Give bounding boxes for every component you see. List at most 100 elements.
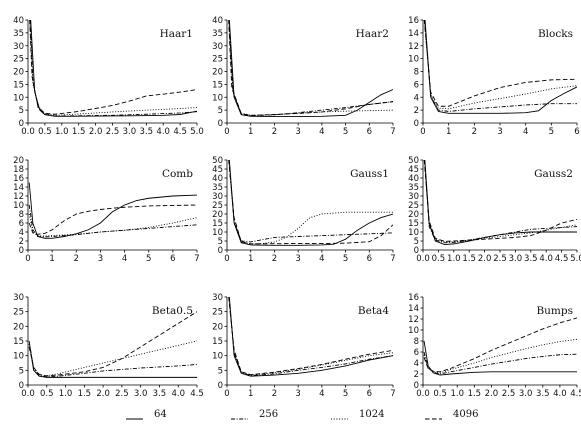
y-tick-label: 2 [19,237,24,247]
y-tick-label: 8 [414,68,419,78]
y-tick-label: 10 [212,93,223,103]
x-tick-label: 3 [497,127,502,137]
series-line-1024 [28,213,197,237]
y-tick-label: 25 [13,55,24,65]
x-tick-label: 0 [25,254,30,264]
series-line-1024 [228,297,393,376]
y-tick-label: 50 [408,156,419,166]
panel-title: Beta0.5 [152,305,193,317]
y-tick-label: 0 [414,119,419,129]
x-tick-label: 1.5 [468,389,482,399]
x-tick-label: 1.5 [462,254,476,264]
panel-beta0-5: 0.0 0.5 1.0 1.5 2.0 2.5 3.0 3.5 4.0 4.5 0 5 10 15 20 25… [13,293,204,399]
series-line-256 [228,297,393,377]
series-line-4096 [228,160,393,245]
series-line-4096 [228,20,393,116]
x-tick-label: 4.5 [570,389,581,399]
y-tick-label: 12 [408,42,419,52]
x-tick-label: 3 [98,254,103,264]
series-line-1024 [423,20,577,110]
x-tick-label: 3 [295,127,300,137]
x-tick-label: 4.0 [553,389,567,399]
y-tick-label: 40 [212,174,223,184]
x-tick-label: 3.5 [524,254,538,264]
x-tick-label: 6 [367,389,372,399]
y-tick-label: 20 [212,210,223,220]
y-tick-label: 30 [212,293,223,303]
panel-title: Beta4 [358,305,389,317]
x-tick-label: 0.0 [416,389,430,399]
series-line-4096 [423,160,577,242]
x-tick-label: 3.0 [509,254,523,264]
y-tick-label: 35 [13,29,24,39]
y-tick-label: 15 [13,80,24,90]
series-line-64 [228,297,393,377]
y-tick-label: 15 [212,337,223,347]
y-tick-label: 10 [408,55,419,65]
x-tick-label: 0.5 [433,389,447,399]
x-tick-label: 0.5 [432,254,446,264]
x-tick-label: 6 [170,254,175,264]
series-line-64 [424,20,577,114]
panel-haar1: 0.0 0.5 1.0 1.5 2.0 2.5 3.0 3.5 4.0 4.5 5.0 0 5 10 15 2… [13,16,204,137]
y-tick-label: 15 [212,219,223,229]
y-tick-label: 16 [13,174,24,184]
y-tick-label: 40 [408,174,419,184]
x-tick-label: 4.5 [555,254,569,264]
y-tick-label: 2 [414,370,419,380]
y-tick-label: 50 [212,156,223,166]
x-tick-label: 1.0 [450,389,464,399]
y-tick-label: 20 [212,322,223,332]
y-tick-label: 0 [218,246,223,256]
series-line-1024 [228,160,393,245]
series-line-1024 [423,338,577,374]
x-tick-label: 2 [272,254,277,264]
x-tick-label: 2.5 [115,389,129,399]
y-tick-label: 25 [212,201,223,211]
y-tick-label: 2 [414,106,419,116]
y-tick-label: 10 [13,93,24,103]
y-tick-label: 10 [212,352,223,362]
y-tick-label: 6 [19,219,24,229]
x-tick-label: 3.5 [153,389,167,399]
legend-label-256: 256 [259,409,278,420]
x-tick-label: 4.0 [171,389,185,399]
y-tick-label: 15 [13,337,24,347]
x-tick-label: 6 [367,254,372,264]
x-tick-label: 0.0 [21,389,35,399]
y-tick-label: 10 [13,352,24,362]
panel-title: Gauss2 [534,168,573,180]
y-tick-label: 35 [212,29,223,39]
y-tick-label: 20 [13,156,24,166]
y-tick-label: 14 [13,183,24,193]
x-tick-label: 4 [319,127,324,137]
y-tick-label: 15 [408,219,419,229]
series-line-4096 [28,311,197,377]
x-tick-label: 1.5 [78,389,92,399]
y-tick-label: 8 [19,210,24,220]
x-tick-label: 3.5 [536,389,550,399]
series-line-256 [424,160,577,244]
x-tick-label: 1 [248,254,253,264]
x-tick-label: 3.0 [123,127,137,137]
x-tick-label: 1.5 [72,127,86,137]
x-tick-label: 2 [272,127,277,137]
y-tick-label: 0 [218,381,223,391]
y-tick-label: 20 [408,210,419,220]
x-tick-label: 5 [343,127,348,137]
y-tick-label: 0 [414,246,419,256]
series-line-256 [423,351,577,375]
series-line-4096 [423,20,577,107]
y-tick-label: 14 [408,29,419,39]
x-tick-label: 1.0 [447,254,461,264]
y-tick-label: 10 [408,326,419,336]
y-tick-label: 10 [13,201,24,211]
x-tick-label: 4 [523,127,528,137]
x-tick-label: 3.0 [134,389,148,399]
y-tick-label: 5 [414,237,419,247]
y-tick-label: 0 [218,119,223,129]
legend-label-1024: 1024 [359,409,384,420]
